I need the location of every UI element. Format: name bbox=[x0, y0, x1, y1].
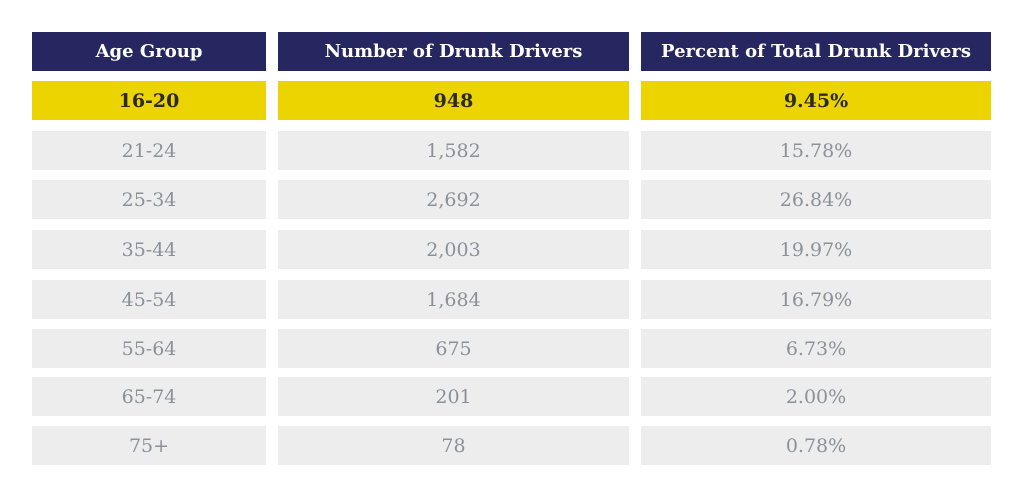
cell-percent-of-total: 26.84% bbox=[641, 180, 991, 219]
cell-number-of-drivers: 1,582 bbox=[278, 131, 629, 170]
cell-percent-of-total: 6.73% bbox=[641, 329, 991, 368]
cell-number-of-drivers: 201 bbox=[278, 377, 629, 416]
cell-percent-of-total: 2.00% bbox=[641, 377, 991, 416]
cell-percent-of-total: 0.78% bbox=[641, 426, 991, 465]
cell-age-group: 21-24 bbox=[32, 131, 266, 170]
cell-age-group: 65-74 bbox=[32, 377, 266, 416]
cell-number-of-drivers: 78 bbox=[278, 426, 629, 465]
cell-age-group: 16-20 bbox=[32, 81, 266, 120]
cell-percent-of-total: 15.78% bbox=[641, 131, 991, 170]
cell-age-group: 45-54 bbox=[32, 280, 266, 319]
cell-percent-of-total: 19.97% bbox=[641, 230, 991, 269]
cell-number-of-drivers: 2,692 bbox=[278, 180, 629, 219]
cell-percent-of-total: 9.45% bbox=[641, 81, 991, 120]
cell-percent-of-total: 16.79% bbox=[641, 280, 991, 319]
cell-number-of-drivers: 1,684 bbox=[278, 280, 629, 319]
cell-age-group: 35-44 bbox=[32, 230, 266, 269]
header-percent-of-total: Percent of Total Drunk Drivers bbox=[641, 32, 991, 71]
header-number-of-drivers: Number of Drunk Drivers bbox=[278, 32, 629, 71]
cell-number-of-drivers: 948 bbox=[278, 81, 629, 120]
cell-age-group: 55-64 bbox=[32, 329, 266, 368]
cell-age-group: 75+ bbox=[32, 426, 266, 465]
cell-number-of-drivers: 675 bbox=[278, 329, 629, 368]
cell-number-of-drivers: 2,003 bbox=[278, 230, 629, 269]
cell-age-group: 25-34 bbox=[32, 180, 266, 219]
header-age-group: Age Group bbox=[32, 32, 266, 71]
